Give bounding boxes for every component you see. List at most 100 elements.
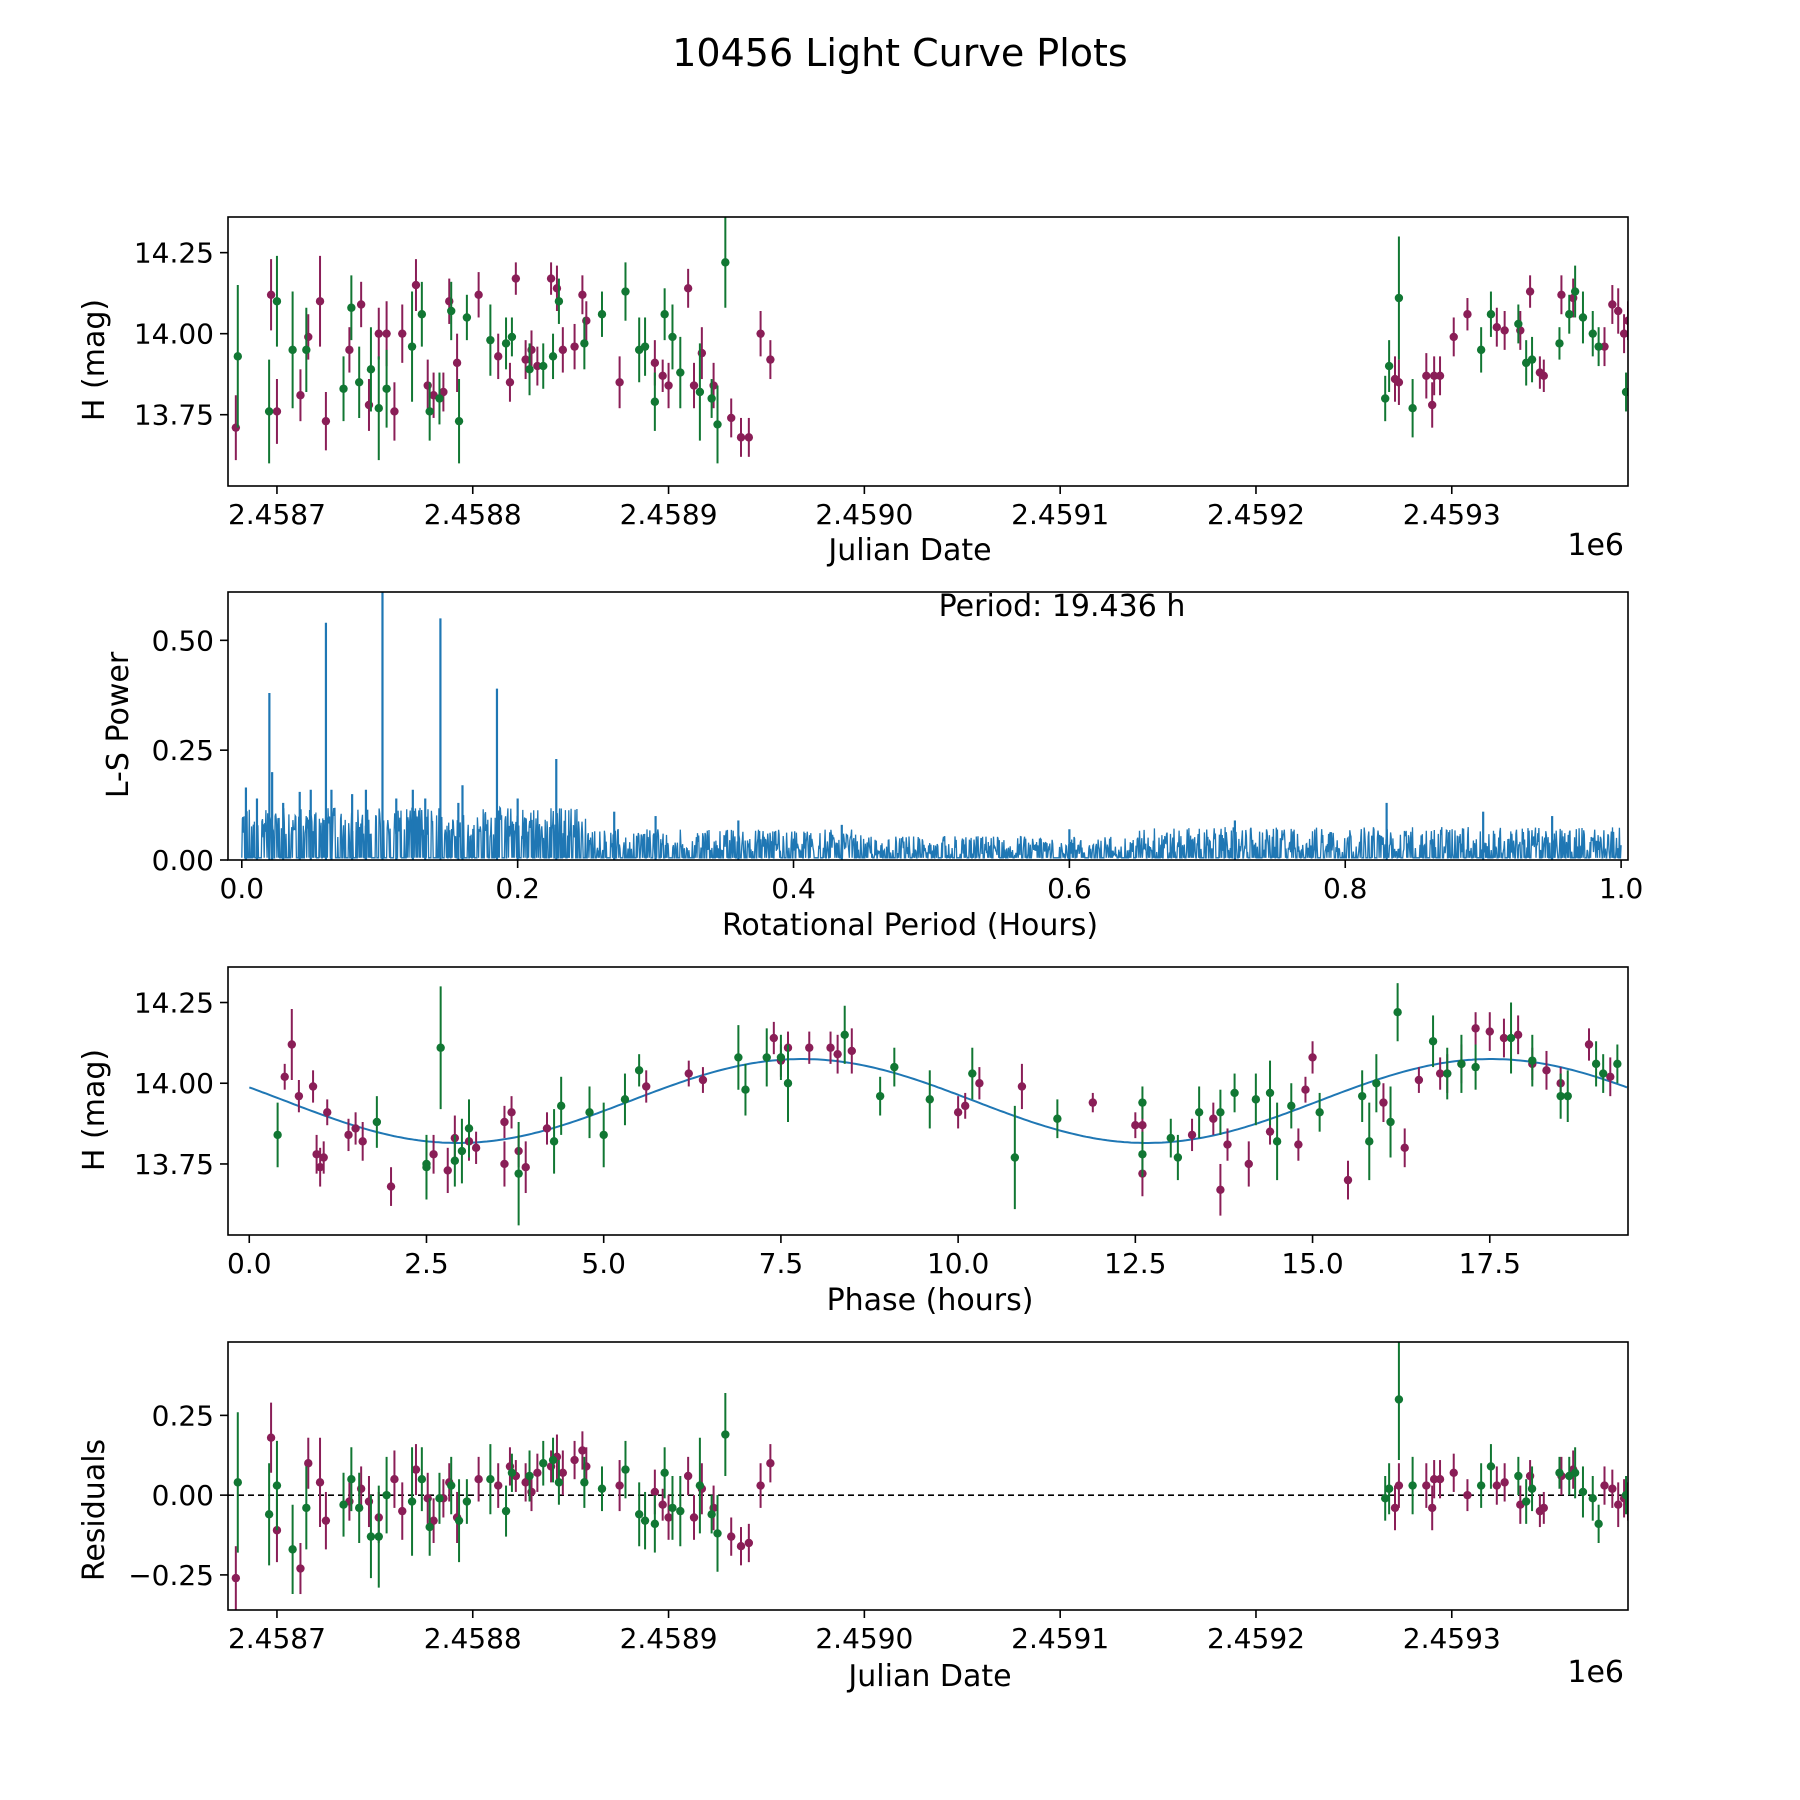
raw-data-point [1500, 326, 1509, 335]
residuals-data-point [321, 1516, 331, 1525]
residuals-data-point [650, 1487, 660, 1497]
raw-data-point [407, 342, 417, 351]
raw-data-point [417, 310, 427, 319]
residuals-data-point [689, 1513, 699, 1522]
raw-offset-label: 1e6 [1567, 528, 1624, 563]
phased-data-point [1485, 1027, 1494, 1036]
phased-data-point [953, 1108, 963, 1117]
residuals-data-point [578, 1446, 587, 1455]
phased-data-point [514, 1169, 523, 1178]
phased-data-point [734, 1053, 743, 1062]
raw-data-point [1408, 404, 1417, 413]
raw-axes-frame [227, 216, 1629, 487]
residuals-data-point [1514, 1471, 1523, 1481]
raw-plot-area [231, 217, 1628, 464]
periodogram-panel: Rotational Period (Hours) L-S Power Peri… [101, 589, 1643, 943]
phased-data-point [1301, 1085, 1310, 1094]
phased-plot-area [248, 983, 1628, 1226]
raw-data-point [650, 358, 660, 368]
phased-data-point [500, 1159, 509, 1169]
raw-data-point [1555, 339, 1564, 348]
phased-data-point [847, 1046, 856, 1056]
residuals-data-point [695, 1481, 705, 1490]
raw-data-point [1570, 287, 1580, 296]
residuals-panel: Julian Date Residuals 1e6 2.4587 2.4588 2.… [77, 1341, 1629, 1694]
residuals-plot-area [228, 1342, 1628, 1610]
phased-data-point [1209, 1114, 1218, 1123]
phased-data-point [312, 1150, 321, 1159]
phased-data-point [1187, 1130, 1197, 1140]
periodogram-ytick-label: 0.50 [152, 624, 214, 657]
phased-data-point [1386, 1117, 1395, 1127]
residuals-data-point [454, 1516, 464, 1525]
raw-data-point [525, 365, 534, 374]
phased-data-point [1138, 1098, 1147, 1107]
raw-data-point [321, 416, 331, 426]
phased-data-point [585, 1108, 594, 1117]
phased-data-point [436, 1043, 445, 1052]
raw-data-point [558, 345, 568, 355]
phased-data-point [280, 1072, 289, 1081]
raw-data-point [272, 297, 282, 306]
raw-ytick-label: 14.00 [134, 318, 214, 351]
raw-data-point [1600, 342, 1609, 351]
phased-data-point [961, 1101, 970, 1111]
residuals-data-point [766, 1459, 775, 1468]
residuals-data-point [1600, 1481, 1609, 1490]
residuals-data-point [264, 1510, 274, 1519]
raw-data-point [266, 290, 276, 299]
residuals-xtick-label: 2.4587 [228, 1622, 326, 1655]
residuals-data-point [615, 1481, 624, 1490]
residuals-data-point [435, 1494, 444, 1503]
phased-data-point [323, 1108, 332, 1117]
raw-data-point [756, 329, 765, 338]
raw-data-point [1422, 371, 1431, 381]
phased-data-point [1542, 1066, 1551, 1075]
residuals-data-point [713, 1529, 722, 1538]
periodogram-ytick-label: 0.00 [152, 844, 214, 877]
raw-data-point [548, 352, 558, 361]
raw-data-point [382, 329, 391, 338]
phased-light-curve-panel: Phase (hours) H (mag) 0.0 2.5 5.0 7.5 10.0 12… [77, 966, 1629, 1318]
phased-data-point [1017, 1082, 1027, 1091]
periodogram-xtick-label: 0.2 [495, 872, 540, 905]
residuals-xtick-label: 2.4591 [1011, 1622, 1109, 1655]
residuals-data-point [1422, 1481, 1431, 1490]
phased-data-point [1308, 1053, 1317, 1062]
phased-data-point [805, 1043, 814, 1052]
phased-xtick-label: 12.5 [1104, 1247, 1166, 1280]
residuals-data-point [707, 1510, 716, 1519]
raw-data-point [1394, 293, 1404, 303]
phased-data-point [1287, 1101, 1296, 1111]
raw-data-point [1614, 306, 1623, 316]
raw-ytick-label: 14.25 [134, 237, 214, 270]
phased-data-point [549, 1137, 559, 1146]
raw-data-point [511, 274, 521, 283]
phased-data-point [1272, 1137, 1282, 1146]
raw-data-point [689, 381, 699, 390]
residuals-data-point [382, 1490, 391, 1500]
phased-data-point [1357, 1091, 1367, 1101]
phased-data-point [1393, 1008, 1402, 1017]
residuals-data-point [539, 1459, 548, 1468]
raw-xlabel: Julian Date [826, 533, 991, 568]
residuals-data-point [411, 1465, 421, 1474]
phased-data-point [1379, 1098, 1388, 1107]
residuals-data-point [1394, 1395, 1404, 1404]
raw-data-point [1384, 361, 1394, 371]
raw-data-point [1476, 345, 1486, 355]
raw-data-point [390, 407, 399, 416]
phased-xtick-label: 2.5 [404, 1247, 449, 1280]
phased-data-point [634, 1066, 644, 1075]
phased-data-point [1315, 1108, 1324, 1117]
raw-data-point [676, 368, 685, 377]
residuals-data-point [347, 1474, 356, 1484]
raw-data-point [264, 407, 274, 416]
residuals-data-point [1394, 1481, 1404, 1490]
phased-data-point [1613, 1059, 1622, 1069]
raw-data-point [727, 413, 736, 423]
residuals-data-point [744, 1538, 754, 1548]
phased-data-point [1400, 1143, 1409, 1153]
residuals-data-point [494, 1481, 503, 1490]
